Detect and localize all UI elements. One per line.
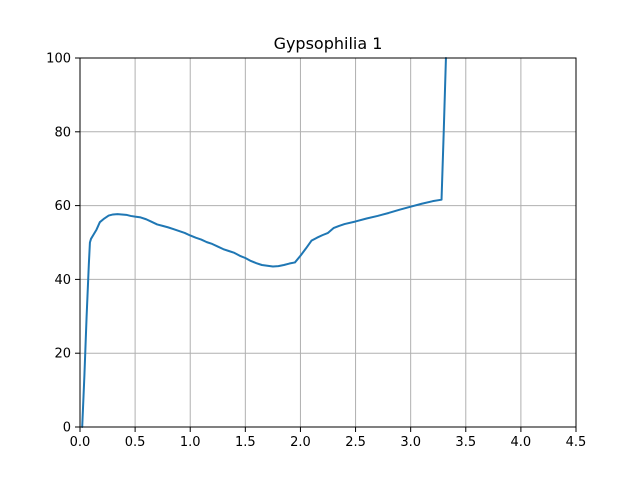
x-tick-label: 1.5 <box>235 435 256 450</box>
y-axis-tick-labels: 0 20 40 60 80 100 <box>46 52 71 436</box>
y-tick-label: 40 <box>54 273 71 288</box>
y-tick-label: 100 <box>46 52 71 67</box>
axis-ticks <box>75 57 577 432</box>
y-tick-label: 60 <box>54 199 71 214</box>
plot-area <box>81 57 447 428</box>
x-tick-label: 3.5 <box>455 435 476 450</box>
series-line <box>81 57 447 428</box>
x-tick-label: 2.5 <box>345 435 366 450</box>
y-tick-label: 80 <box>54 125 71 140</box>
x-tick-label: 0.5 <box>125 435 146 450</box>
x-tick-label: 0.0 <box>70 435 91 450</box>
x-tick-label: 1.0 <box>180 435 201 450</box>
x-tick-label: 4.5 <box>566 435 587 450</box>
x-tick-label: 2.0 <box>290 435 311 450</box>
x-tick-label: 4.0 <box>511 435 532 450</box>
chart-title: Gypsophilia 1 <box>274 34 383 53</box>
x-tick-label: 3.0 <box>400 435 421 450</box>
y-tick-label: 0 <box>63 421 71 436</box>
axes-frame <box>79 57 577 428</box>
x-axis-tick-labels: 0.0 0.5 1.0 1.5 2.0 2.5 3.0 3.5 4.0 4.5 <box>70 435 587 450</box>
y-tick-label: 20 <box>54 347 71 362</box>
